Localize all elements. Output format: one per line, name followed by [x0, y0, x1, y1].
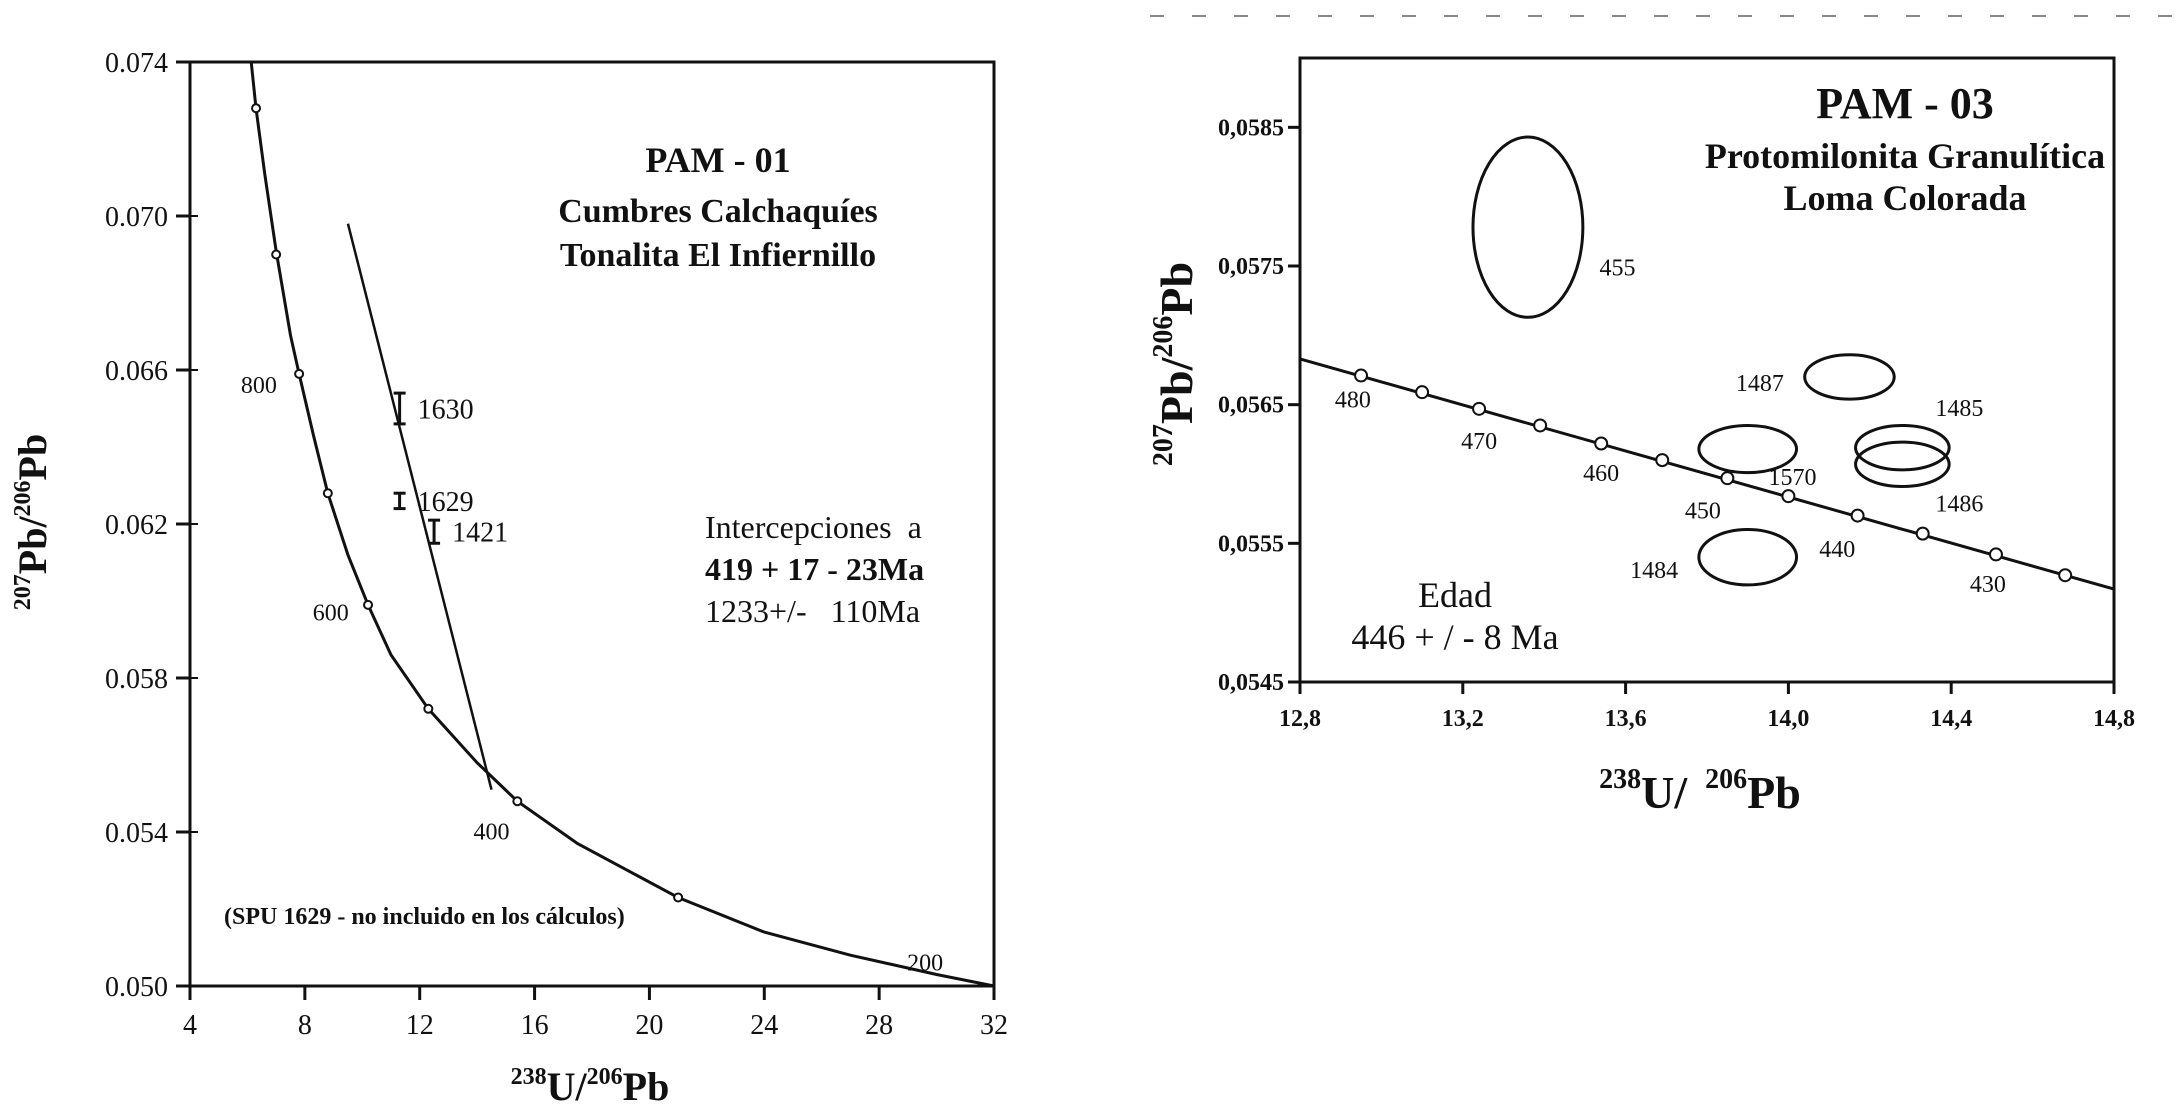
pam03-subtitle-line2: Loma Colorada [1784, 178, 2027, 218]
pam01-subtitle-line1: Cumbres Calchaquíes [558, 193, 878, 230]
pam01-concordia-curve [249, 61, 995, 988]
pam01-intercept-lower: 419 + 17 - 23Ma [705, 551, 924, 587]
pam03-title: PAM - 03 [1816, 79, 1994, 128]
pam03-error-ellipse [1854, 440, 1951, 488]
pam03-age-marker [1594, 436, 1609, 451]
pam01-age-marker [423, 703, 434, 714]
pam01-age-marker [271, 249, 282, 260]
pam03-concordia-line [1299, 357, 2115, 591]
pam01-age-label: 400 [474, 820, 510, 846]
pam03-age-marker [2058, 568, 2073, 583]
pam01-x-tick-label: 32 [980, 1010, 1008, 1041]
pam01-y-tick-label: 0.054 [105, 818, 168, 849]
pam03-y-tick-label: 0,0555 [1218, 531, 1284, 557]
pam01-x-axis-label: 238U/206Pb [511, 1064, 670, 1109]
pam03-age-marker [1472, 401, 1487, 416]
pam03-age-marker [1655, 453, 1670, 468]
pam01-sample-label: 1421 [452, 518, 508, 549]
pam03-age-marker [1781, 489, 1796, 504]
pam01-intercepts-heading: Intercepciones a [705, 509, 922, 545]
pam03-x-tick-label: 13,2 [1442, 706, 1484, 732]
pam03-ellipse-label: 1486 [1935, 491, 1983, 517]
pam03-y-tick-label: 0,0565 [1218, 393, 1284, 419]
pam01-age-marker [673, 892, 684, 903]
pam01-age-marker [251, 103, 262, 114]
pam03-x-tick-label: 14,0 [1767, 706, 1809, 732]
pam01-intercept-upper: 1233+/- 110Ma [705, 593, 920, 629]
pam03-age-label: 450 [1685, 498, 1721, 524]
pam03-age-value: 446 + / - 8 Ma [1351, 617, 1558, 657]
pam01-y-axis-label: 207Pb/206Pb [10, 434, 55, 610]
pam01-age-label: 200 [907, 951, 943, 977]
pam03-y-tick-label: 0,0545 [1218, 670, 1284, 696]
pam01-y-tick-label: 0.066 [105, 356, 168, 387]
pam01-discordia-line [346, 223, 493, 790]
pam01-y-tick-label: 0.070 [105, 202, 168, 233]
pam03-x-tick-label: 14,4 [1930, 706, 1972, 732]
pam01-x-tick-label: 12 [406, 1010, 434, 1041]
pam01-x-axis: 4 8 12 16 20 24 28 32 [183, 986, 1008, 1041]
pam03-x-axis-label: 238U/206Pb [1599, 764, 1801, 818]
pam03-x-tick-label: 12,8 [1279, 706, 1321, 732]
pam03-y-axis-label: 207Pb/206Pb [1148, 262, 1202, 466]
pam03-age-label: 480 [1335, 387, 1371, 413]
pam03-ellipse-label: 1570 [1768, 465, 1816, 491]
pam03-age-marker [1415, 385, 1430, 400]
pam01-y-tick-label: 0.050 [105, 972, 168, 1003]
pam03-error-ellipse [1854, 423, 1951, 472]
pam03-age-marker [1354, 368, 1369, 383]
pam03-age-label: 440 [1819, 537, 1855, 563]
pam03-age-heading: Edad [1418, 575, 1492, 615]
pam01-age-marker [322, 488, 333, 499]
pam03-age-marker [1988, 547, 2003, 562]
pam01-age-marker [512, 796, 523, 807]
pam01-age-marker [363, 599, 374, 610]
pam01-x-tick-label: 8 [298, 1010, 312, 1041]
pam03-error-ellipse [1803, 353, 1896, 401]
pam03-y-tick-label: 0,0585 [1218, 115, 1284, 141]
pam03-y-axis: 0,0545 0,0555 0,0565 0,0575 0,0585 [1218, 115, 1300, 696]
pam01-note: (SPU 1629 - no incluido en los cálculos) [224, 904, 625, 930]
pam03-ellipse-label: 455 [1599, 256, 1635, 282]
pam03-marks: 480 470 460 450 440 430 455 1487 1570 1485 1486 148… [1299, 135, 2115, 598]
pam03-age-label: 430 [1970, 572, 2006, 598]
pam03-error-ellipse [1697, 527, 1799, 587]
pam01-x-tick-label: 16 [521, 1010, 549, 1041]
pam01-age-label: 600 [313, 600, 349, 626]
pam01-x-tick-label: 20 [635, 1010, 663, 1041]
pam01-sample-label: 1630 [418, 395, 474, 426]
pam03-age-label: 470 [1461, 429, 1497, 455]
pam03-ellipse-label: 1485 [1935, 396, 1983, 422]
pam03-error-ellipse [1471, 135, 1585, 319]
pam01-age-label: 800 [241, 373, 277, 399]
pam03-age-marker [1850, 508, 1865, 523]
pam01-y-tick-label: 0.058 [105, 664, 168, 695]
pam03-x-axis: 12,8 13,2 13,6 14,0 14,4 14,8 [1279, 682, 2135, 732]
pam03-ellipse-label: 1487 [1736, 371, 1784, 397]
pam03-x-tick-label: 14,8 [2093, 706, 2135, 732]
pam01-subtitle-line2: Tonalita El Infiernillo [560, 237, 876, 274]
pam01-age-marker [294, 368, 305, 379]
pam01-x-tick-label: 24 [750, 1010, 778, 1041]
pam03-error-ellipse [1697, 423, 1799, 475]
pam01-y-tick-label: 0.074 [105, 48, 168, 79]
pam03-age-marker [1533, 418, 1548, 433]
pam01-x-tick-label: 4 [183, 1010, 197, 1041]
pam01-x-tick-label: 28 [865, 1010, 893, 1041]
pam03-plot-frame [1298, 56, 2116, 684]
pam03-y-tick-label: 0,0575 [1218, 254, 1284, 280]
pam03-ellipse-label: 1484 [1630, 558, 1678, 584]
chart-pam01: 0.050 0.054 0.058 0.062 0.066 0.070 0.074 4 8 12… [10, 48, 1008, 1109]
pam03-subtitle-line1: Protomilonita Granulítica [1705, 136, 2105, 176]
pam03-x-tick-label: 13,6 [1605, 706, 1647, 732]
pam01-y-axis: 0.050 0.054 0.058 0.062 0.066 0.070 0.074 [105, 48, 198, 1003]
pam03-age-marker [1915, 526, 1930, 541]
pam01-sample-label: 1629 [418, 487, 474, 518]
pam03-age-marker [1720, 471, 1735, 486]
pam03-age-label: 460 [1583, 461, 1619, 487]
pam01-title: PAM - 01 [645, 140, 790, 180]
pam01-y-tick-label: 0.062 [105, 510, 168, 541]
